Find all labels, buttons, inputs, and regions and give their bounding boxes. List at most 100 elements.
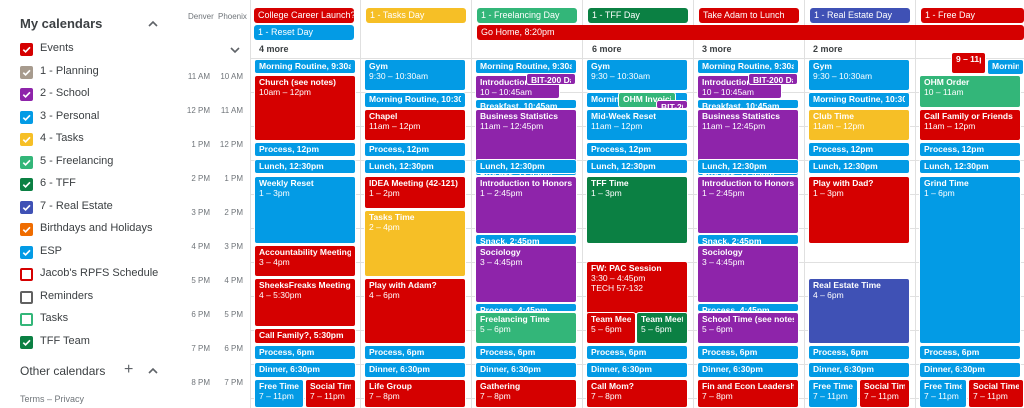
all-day-event[interactable]: College Career Launch? (254, 8, 354, 23)
calendar-event[interactable]: Gym 9:30 – 10:30am (808, 59, 910, 91)
calendar-event[interactable]: SheeksFreaks Meeting 4 – 5:30pm (254, 278, 356, 327)
calendar-event[interactable]: Process, 6pm (586, 345, 688, 360)
calendar-event[interactable]: Process, 6pm (254, 345, 356, 360)
checkbox-checked-icon[interactable] (20, 65, 33, 79)
add-icon[interactable]: + (124, 361, 134, 378)
calendar-event[interactable]: Gym 9:30 – 10:30am (364, 59, 466, 91)
chevron-up-icon[interactable] (148, 19, 158, 29)
calendar-item[interactable]: 7 - Real Estate (20, 198, 175, 218)
calendar-event[interactable]: Process, 6pm (475, 345, 577, 360)
calendar-event[interactable]: Morning Routine, 9:30am (475, 59, 577, 74)
calendar-event[interactable]: Morning Routine, 9:30am (254, 59, 356, 74)
calendar-event[interactable]: Fin and Econ Leadership 7 – 8pm (697, 379, 799, 408)
all-day-event[interactable]: 1 - Freelancing Day (477, 8, 577, 23)
calendar-event[interactable]: Free Time 7 – 11pm (254, 379, 304, 408)
all-day-event[interactable]: 1 - Real Estate Day (810, 8, 910, 23)
calendar-item[interactable]: 5 - Freelancing (20, 153, 175, 173)
other-calendars-header[interactable]: Other calendars + (20, 362, 170, 380)
checkbox-checked-icon[interactable] (20, 223, 33, 236)
calendar-event[interactable]: Accountability Meeting (s3 – 4pm (254, 245, 356, 277)
calendar-event[interactable]: Introduction to Honors 1 – 2:45pm (697, 176, 799, 234)
more-events-link[interactable]: 3 more (702, 44, 732, 54)
calendar-item[interactable]: 6 - TFF (20, 175, 175, 195)
calendar-event[interactable]: Lunch, 12:30pm (254, 159, 356, 174)
calendar-event[interactable]: Process, 6pm (808, 345, 910, 360)
chevron-up-icon[interactable] (148, 366, 158, 376)
calendar-event[interactable]: Process, 4:45pm (475, 303, 577, 312)
my-calendars-header[interactable]: My calendars (20, 16, 170, 34)
calendar-item[interactable]: Reminders (20, 288, 175, 308)
checkbox-checked-icon[interactable] (20, 155, 33, 169)
calendar-item[interactable]: 1 - Planning (20, 63, 175, 83)
calendar-event[interactable]: Process, 4:45pm (697, 303, 799, 312)
checkbox-checked-icon[interactable] (20, 245, 33, 259)
calendar-event[interactable]: Life Group 7 – 8pm (364, 379, 466, 408)
calendar-event[interactable]: Free Time 7 – 11pm (808, 379, 858, 408)
calendar-event[interactable]: Process, 6pm (697, 345, 799, 360)
calendar-event[interactable]: Real Estate Time 4 – 6pm (808, 278, 910, 344)
calendar-event[interactable]: Chapel 11am – 12pm (364, 109, 466, 141)
terms-link[interactable]: Terms (20, 394, 45, 404)
all-day-event[interactable]: 1 - Tasks Day (366, 8, 466, 23)
calendar-event[interactable]: 9 – 11pm (951, 52, 986, 74)
calendar-event[interactable]: Sociology 3 – 4:45pm (697, 245, 799, 303)
checkbox-unchecked-icon[interactable] (20, 268, 33, 281)
checkbox-unchecked-icon[interactable] (20, 290, 33, 304)
calendar-event[interactable]: Play with Adam? 4 – 6pm (364, 278, 466, 344)
calendar-event[interactable]: Lunch, 12:30pm (586, 159, 688, 174)
calendar-event[interactable]: Grind Time 1 – 6pm (919, 176, 1021, 344)
calendar-event[interactable]: Snack, 2:45pm (475, 234, 577, 245)
checkbox-checked-icon[interactable] (20, 133, 33, 146)
calendar-event[interactable]: TFF Time 1 – 3pm (586, 176, 688, 244)
calendar-event[interactable]: Morning Routine, 10:30am (808, 92, 910, 108)
calendar-event[interactable]: Lunch, 12:30pm (919, 159, 1021, 174)
checkbox-checked-icon[interactable] (20, 200, 33, 214)
calendar-event[interactable]: Lunch, 12:30pm (808, 159, 910, 174)
calendar-event[interactable]: Gathering 7 – 8pm (475, 379, 577, 408)
checkbox-checked-icon[interactable] (20, 335, 33, 349)
calendar-event[interactable]: Call Family or Friends 11am – 12pm (919, 109, 1021, 141)
calendar-item[interactable]: TFF Team (20, 333, 175, 353)
calendar-event[interactable]: Dinner, 6:30pm (697, 362, 799, 378)
all-day-event[interactable]: 1 - TFF Day (588, 8, 688, 23)
calendar-event[interactable]: BIT-200 Daily (748, 73, 798, 85)
calendar-event[interactable]: BIT-200 (656, 100, 688, 109)
privacy-link[interactable]: Privacy (54, 394, 85, 404)
calendar-item[interactable]: 2 - School (20, 85, 175, 105)
more-events-link[interactable]: 6 more (592, 44, 622, 54)
calendar-event[interactable]: Free Time 7 – 11pm (919, 379, 967, 408)
calendar-event[interactable]: Play with Dad? 1 – 3pm (808, 176, 910, 244)
calendar-event[interactable]: Business Statistics 11am – 12:45pm (697, 109, 799, 167)
calendar-event[interactable]: Process, 12pm (808, 142, 910, 157)
calendar-item[interactable]: ESP (20, 243, 175, 263)
all-day-event[interactable]: 1 - Reset Day (254, 25, 354, 40)
calendar-event[interactable]: Dinner, 6:30pm (254, 362, 356, 378)
calendar-event[interactable]: Morning (987, 59, 1024, 75)
calendar-event[interactable]: Business Statistics 11am – 12:45pm (475, 109, 577, 167)
calendar-event[interactable]: Snack, 2:45pm (697, 234, 799, 245)
calendar-event[interactable]: Weekly Reset 1 – 3pm (254, 176, 356, 244)
calendar-event[interactable]: Morning Routine, 10:30am (364, 92, 466, 108)
calendar-event[interactable]: OHM Order 10 – 11am (919, 75, 1021, 108)
calendar-event[interactable]: Morning Routine, 9:30am (697, 59, 799, 74)
calendar-event[interactable]: Dinner, 6:30pm (586, 362, 688, 378)
calendar-item[interactable]: Events (20, 40, 175, 60)
checkbox-checked-icon[interactable] (20, 110, 33, 124)
checkbox-unchecked-icon[interactable] (20, 313, 33, 326)
calendar-event[interactable]: Process, 12pm (254, 142, 356, 157)
calendar-event[interactable]: Lunch, 12:30pm (475, 159, 577, 174)
calendar-event[interactable]: Introduction to Honors 1 – 2:45pm (475, 176, 577, 234)
calendar-event[interactable]: Dinner, 6:30pm (808, 362, 910, 378)
calendar-event[interactable]: Dinner, 6:30pm (364, 362, 466, 378)
calendar-item[interactable]: 4 - Tasks (20, 130, 175, 150)
checkbox-checked-icon[interactable] (20, 88, 33, 101)
calendar-event[interactable]: Process, 6pm (364, 345, 466, 360)
calendar-event[interactable]: Breakfast, 10:45am (697, 99, 799, 109)
calendar-event[interactable]: Process, 12pm (586, 142, 688, 157)
calendar-event[interactable]: Call Family?, 5:30pm (254, 328, 356, 344)
checkbox-checked-icon[interactable] (20, 178, 33, 191)
calendar-event[interactable]: School Time (see notes) 5 – 6pm (697, 312, 799, 344)
